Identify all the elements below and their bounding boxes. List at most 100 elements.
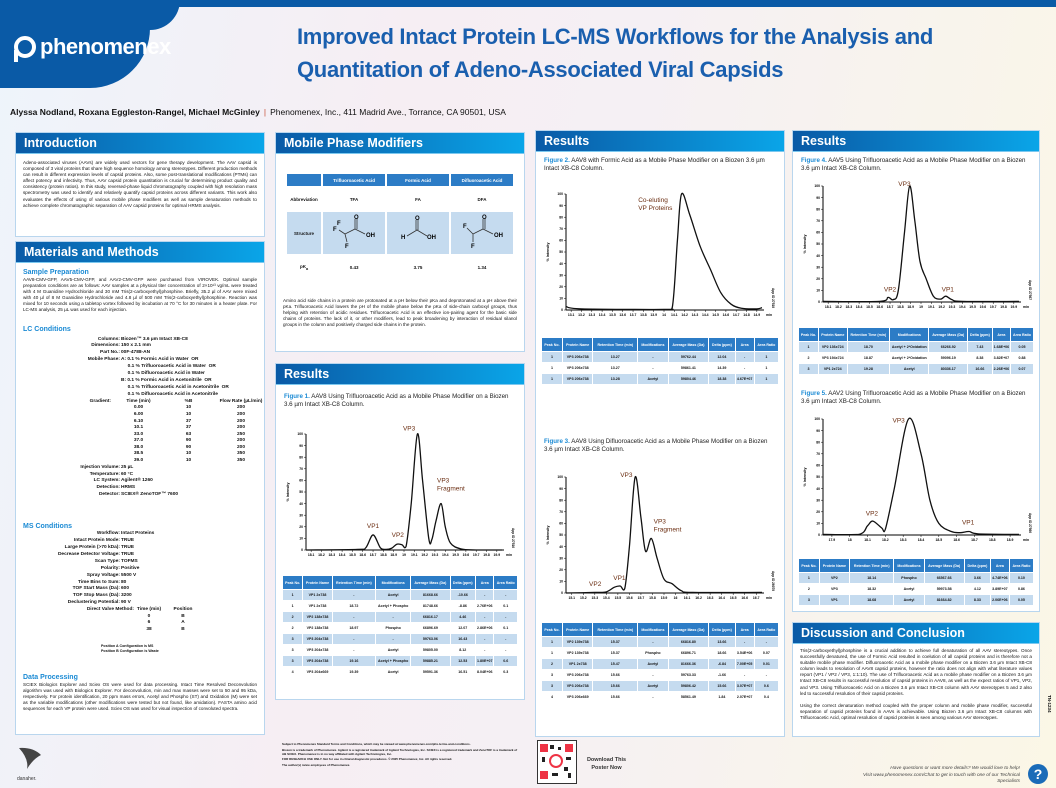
y-tick-label: 10 [816, 522, 820, 526]
condition-label: Temperature: [89, 471, 120, 477]
chromatogram-line [565, 476, 763, 594]
table-cell: 0.01 [754, 659, 778, 669]
table-cell: 1 [551, 651, 553, 655]
y-tick-label: 10 [559, 297, 563, 301]
table-row: 3 VP3 206x738 15.66 Acetyl 59806.42 15.66 3.07… [542, 681, 778, 691]
table-header-row: Peak No. Protein Name Retention Time (min)… [799, 559, 1033, 572]
table-cell: - [476, 590, 494, 600]
table-row: 1 VP2 18.14 Phospho 66567.66 3.66 4.74E+06 0.10 [799, 573, 1033, 583]
table-cell: 59763.06 [411, 634, 450, 644]
table-cell: VP3 206x738 [563, 681, 593, 691]
table-cell: 0.1 [503, 626, 509, 630]
condition-row: B: 0.1 % Formic Acid in Acetonitrile OR [16, 378, 264, 385]
x-tick-label: 19.5 [969, 305, 976, 309]
section-title: Mobile Phase Modifiers [276, 133, 524, 154]
table-cell: - [744, 366, 746, 370]
corner-cell [287, 174, 322, 186]
column-header: Area Ratio [754, 623, 778, 636]
y-tick-label: 80 [559, 215, 563, 219]
table-row: 3 VP3 204x738 19.16 Acetyl + Phospho 59885.2… [283, 656, 517, 666]
table-cell: 18.66 [717, 651, 727, 655]
y-tick-label: 90 [299, 444, 303, 448]
table-cell: 3.07E+07 [735, 681, 754, 691]
table-cell: 2.26E+06 [992, 364, 1010, 374]
legal-line: FOR RESEARCH USE ONLY. Not for use in cl… [282, 757, 453, 762]
condition-label: Declustering Potential: [67, 600, 120, 606]
table-cell: 18.97 [349, 626, 359, 630]
table-row: 1 VP2 139x738 15.37 Phospho 66896.71 18.66 3.5… [542, 648, 778, 658]
table-cell: Phospho [645, 651, 661, 655]
y-tick-label: 30 [559, 273, 563, 277]
gradient-cell: 90 [185, 438, 192, 444]
table-cell: 66816.80 [668, 637, 709, 647]
gradient-cell: 200 [236, 405, 245, 411]
table-cell: 3.66 [964, 573, 990, 583]
download-poster-link[interactable]: Download This Poster Now [586, 757, 627, 771]
valve-cell: A [181, 620, 185, 626]
condition-value: 600 [121, 586, 130, 592]
y-tick-label: 20 [299, 525, 303, 529]
y-tick-label: 80 [816, 440, 820, 444]
cell: 1.34 [477, 264, 487, 270]
condition-label: Large Protein (>70 kDa): [64, 545, 120, 550]
chat-link[interactable]: Visit www.phenomenex.com/Chat to get in … [862, 772, 1020, 785]
table-cell: 59591.36 [422, 670, 438, 674]
results-table: Peak No. Protein Name Retention Time (min)… [541, 622, 779, 703]
table-cell: 1.80E+07 [476, 656, 494, 666]
x-tick-label: 18 [848, 538, 852, 542]
table-cell: 3 [283, 634, 303, 644]
table-cell: 66896.71 [680, 651, 696, 655]
table-cell: 15.66 [610, 695, 620, 699]
column-header: Area [735, 338, 754, 351]
table-cell: Phospho [385, 626, 401, 630]
chromatogram: % Intensity 0 10 20 30 40 50 60 70 80 90 100 15.1 15.… [546, 472, 775, 600]
cell: FA [415, 196, 421, 202]
mobile-phase-panel: Mobile Phase Modifiers Trifluoroacetic A… [275, 132, 525, 352]
table-cell: 1 [799, 342, 818, 352]
table-cell: 2 [807, 587, 810, 591]
cell: 0.43 [349, 264, 359, 270]
x-tick-label: 14.9 [754, 313, 761, 317]
cell: DFA [477, 196, 487, 202]
table-cell: - [735, 637, 754, 647]
table-cell: 15.37 [610, 651, 620, 655]
table-cell: -8.86 [458, 604, 467, 608]
table-cell: - [652, 695, 654, 699]
y-tick-label: 40 [559, 262, 563, 266]
question-icon[interactable]: ? [1028, 764, 1048, 784]
gradient-cell: 200 [236, 411, 245, 417]
y-tick-label: 60 [559, 239, 563, 243]
gradient-cell: 38.0 [133, 444, 144, 450]
table-cell: - [638, 637, 668, 647]
table-cell: 4.46 [450, 612, 475, 622]
valve-header: Position [173, 607, 193, 613]
column-header: Average Mass (Da) [668, 338, 709, 351]
x-tick-label: 19 [919, 305, 923, 309]
condition-row: 0.1 % Difluoroacetic Acid in Water [16, 371, 264, 378]
table-cell: Acetyl [638, 374, 668, 384]
table-cell: 3 [283, 656, 303, 666]
y-axis-label: % Intensity [803, 468, 807, 487]
condition-value: TRUE [121, 545, 135, 550]
x-tick-label: 19.8 [1000, 305, 1007, 309]
x-tick-label: 18.5 [936, 538, 943, 542]
qr-code[interactable] [537, 740, 577, 784]
table-cell: VP2 138x738 [303, 612, 332, 622]
table-cell: 66896.69 [422, 626, 438, 630]
x-tick-label: 19.8 [483, 553, 490, 557]
valve-table: Direct Valve Method: Time (min) Position 0 B… [16, 607, 264, 633]
column-header: Average Mass (Da) [929, 328, 967, 341]
ms-conditions: Workflow: Intact Proteins Intact Protein M… [16, 531, 264, 607]
y-tick-label: 30 [559, 556, 563, 560]
x-tick-label: 14 [662, 313, 666, 317]
table-cell: 0.3 [503, 670, 509, 674]
figure-caption: Figure 4. AAV5 Using Trifluoroacetic Aci… [793, 154, 1039, 176]
condition-row: Time Bins to Sum: 80 [16, 580, 264, 587]
table-row: 3 VP1 2x724 19.28 Acetyl 80336.17 16.66 2.26E+… [799, 364, 1033, 374]
fa-structure: O H OH [387, 212, 449, 254]
condition-label: TOF Stop Mass (Da): [72, 593, 120, 599]
figure-4-chart: % Intensity 0 10 20 30 40 50 60 70 80 90 100 18.1 18.… [797, 178, 1039, 323]
x-tick-label: 19.1 [928, 305, 935, 309]
modifiers-table: Trifluoroacetic Acid Formic Acid Difluoroa… [285, 172, 515, 280]
x-tick-label: 17.9 [829, 538, 836, 542]
